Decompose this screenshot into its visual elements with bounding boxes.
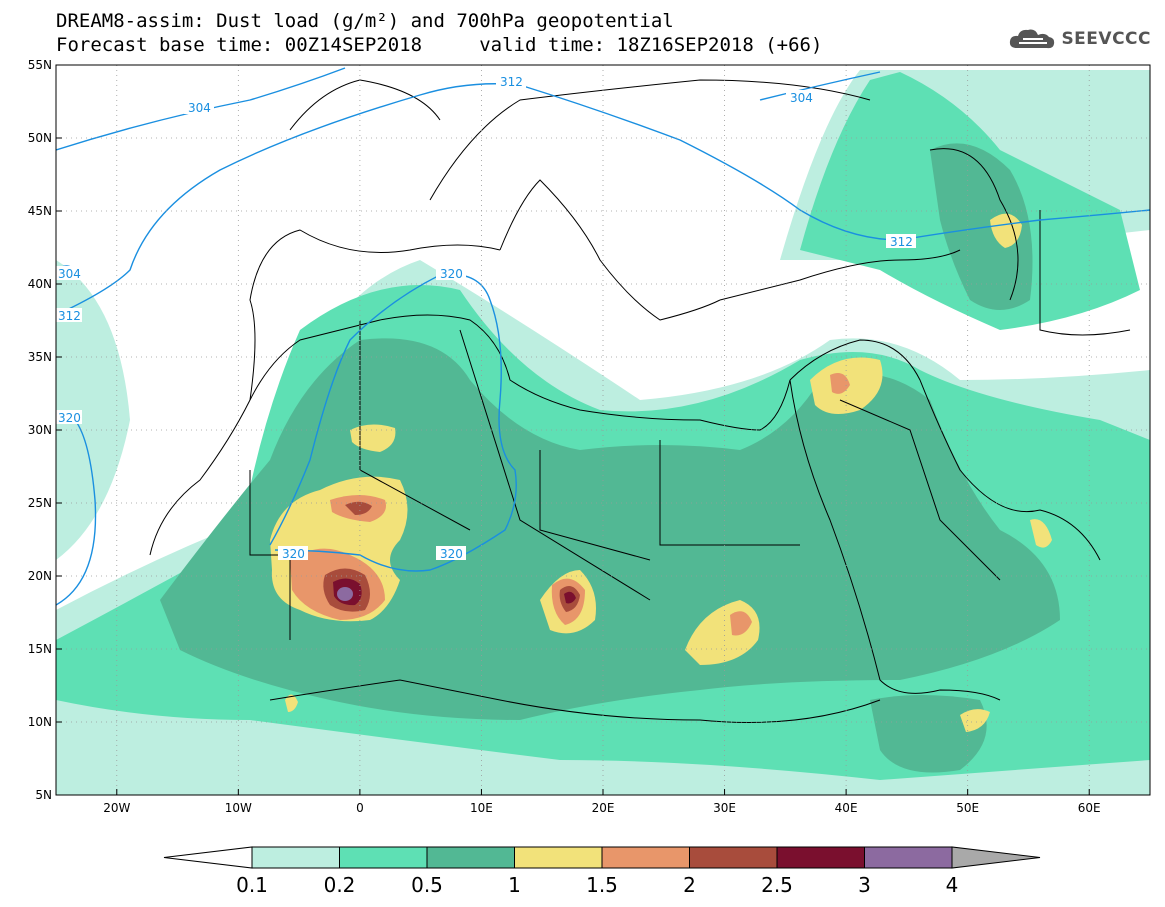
lon-tick-label: 20E xyxy=(592,801,615,815)
colorbar-label: 1.5 xyxy=(586,873,618,897)
cloud-icon xyxy=(1010,29,1055,49)
dust-field-peak xyxy=(337,587,353,601)
lon-tick-label: 60E xyxy=(1078,801,1101,815)
colorbar-label: 0.1 xyxy=(236,873,268,897)
colorbar-label: 0.5 xyxy=(411,873,443,897)
lon-tick-label: 0 xyxy=(356,801,364,815)
colorbar-label: 4 xyxy=(946,873,959,897)
contour-label: 320 xyxy=(282,547,305,561)
lat-tick-label: 10N xyxy=(28,715,52,729)
contour-label: 312 xyxy=(890,235,913,249)
lat-tick-label: 15N xyxy=(28,642,52,656)
lon-tick-label: 10W xyxy=(225,801,252,815)
lat-tick-label: 5N xyxy=(35,788,52,802)
colorbar-swatch xyxy=(426,846,515,869)
lat-tick-label: 40N xyxy=(28,277,52,291)
colorbar-label: 1 xyxy=(508,873,521,897)
lat-tick-label: 45N xyxy=(28,204,52,218)
colorbar-high-arrow xyxy=(951,846,1041,869)
lon-tick-label: 50E xyxy=(956,801,979,815)
lat-tick-label: 30N xyxy=(28,423,52,437)
lon-tick-label: 30E xyxy=(713,801,736,815)
coastlines-and-borders xyxy=(149,79,1131,723)
colorbar-label: 2 xyxy=(683,873,696,897)
lat-tick-label: 50N xyxy=(28,131,52,145)
colorbar-swatch xyxy=(864,846,953,869)
colorbar-label: 2.5 xyxy=(761,873,793,897)
contour-label: 304 xyxy=(188,101,211,115)
lat-tick-label: 35N xyxy=(28,350,52,364)
colorbar-swatch xyxy=(601,846,690,869)
logo-text: SEEVCCC xyxy=(1061,29,1151,49)
contour-label: 320 xyxy=(58,411,81,425)
lon-tick-label: 40E xyxy=(835,801,858,815)
colorbar-label: 0.2 xyxy=(324,873,356,897)
lon-tick-label: 20W xyxy=(103,801,130,815)
colorbar-swatch xyxy=(339,846,428,869)
colorbar-swatch xyxy=(776,846,865,869)
gridlines xyxy=(56,65,1150,795)
seevccc-logo: SEEVCCC xyxy=(1007,26,1151,52)
map-title: DREAM8-assim: Dust load (g/m²) and 700hP… xyxy=(56,10,674,32)
colorbar: 0.1 0.2 0.5 1 1.5 2 2.5 3 4 xyxy=(163,846,1041,897)
contour-label: 304 xyxy=(58,267,81,281)
lon-tick-label: 10E xyxy=(470,801,493,815)
lat-tick-label: 55N xyxy=(28,58,52,72)
lat-tick-label: 20N xyxy=(28,569,52,583)
colorbar-swatch xyxy=(251,846,340,869)
map-plot-area: 304 312 304 312 304 312 320 320 320 320 xyxy=(56,65,1150,795)
colorbar-swatch xyxy=(689,846,778,869)
colorbar-low-arrow xyxy=(163,846,253,869)
colorbar-swatch xyxy=(514,846,603,869)
contour-label: 304 xyxy=(790,91,813,105)
contour-label: 320 xyxy=(440,547,463,561)
contour-label: 312 xyxy=(58,309,81,323)
forecast-time-line: Forecast base time: 00Z14SEP2018 valid t… xyxy=(56,34,823,56)
axis-ticks: 55N 50N 45N 40N 35N 30N 25N 20N 15N 10N 5N 20W 10W 0 1… xyxy=(28,58,1101,815)
colorbar-label: 3 xyxy=(858,873,871,897)
lat-tick-label: 25N xyxy=(28,496,52,510)
contour-labels: 304 312 304 312 304 312 320 320 320 320 xyxy=(56,74,916,561)
contour-label: 320 xyxy=(440,267,463,281)
contour-label: 312 xyxy=(500,75,523,89)
